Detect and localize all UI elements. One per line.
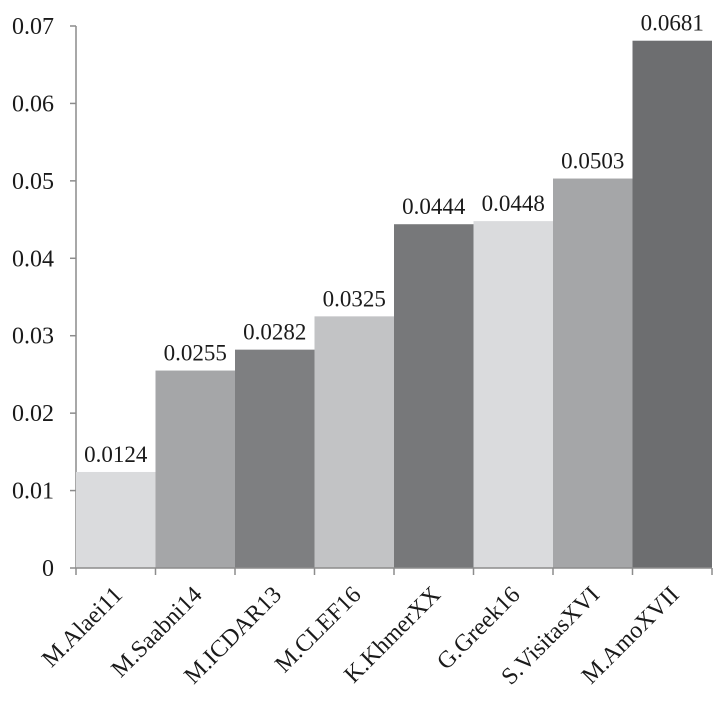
data-label: 0.0444	[402, 194, 466, 219]
y-tick-label: 0	[42, 556, 54, 582]
bar-M.ICDAR13	[235, 349, 315, 568]
data-label: 0.0325	[323, 286, 386, 311]
y-tick-label: 0.07	[12, 14, 54, 40]
bar-G.Greek16	[473, 221, 553, 568]
y-tick-label: 0.02	[12, 401, 54, 427]
bar-M.AmoXVII	[632, 40, 712, 569]
data-label: 0.0503	[561, 149, 624, 174]
bar-M.CLEF16	[314, 316, 394, 568]
x-axis: M.Alaei11M.Saabni14M.ICDAR13M.CLEF16K.Kh…	[37, 567, 713, 690]
y-tick-label: 0.01	[12, 479, 54, 505]
data-label: 0.0681	[641, 11, 704, 36]
y-tick-label: 0.04	[12, 246, 54, 272]
y-tick-label: 0.03	[12, 324, 54, 350]
y-tick-label: 0.05	[12, 169, 54, 195]
data-label: 0.0124	[84, 442, 148, 467]
data-label: 0.0448	[482, 191, 545, 216]
y-tick-label: 0.06	[12, 91, 54, 117]
bars	[76, 40, 712, 569]
data-labels: 0.0124 0.0255 0.0282 0.0325 0.0444 0.0448 0.05…	[84, 11, 704, 467]
y-axis: 0 0.01 0.02 0.03 0.04 0.05 0.06 0.07	[12, 14, 77, 582]
bar-M.Saabni14	[155, 370, 235, 568]
data-label: 0.0282	[243, 320, 306, 345]
bar-M.Alaei11	[76, 471, 156, 568]
bar-S.VisitasXVI	[553, 178, 633, 568]
data-label: 0.0255	[164, 341, 227, 366]
bar-K.KhmerXX	[394, 224, 474, 568]
